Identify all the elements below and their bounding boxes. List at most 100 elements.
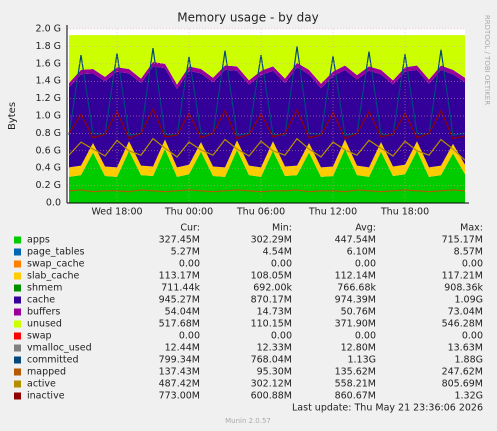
legend-swatch bbox=[14, 260, 21, 268]
legend-stat: 517.68M bbox=[159, 319, 200, 330]
legend-label: swap_cache bbox=[27, 259, 85, 270]
x-tick-label: Thu 06:00 bbox=[236, 207, 285, 218]
legend-stat: 768.04M bbox=[251, 355, 292, 366]
legend-stat: 974.39M bbox=[335, 295, 376, 306]
legend-stat: 0.00 bbox=[462, 331, 483, 342]
legend-header: Max: bbox=[460, 223, 483, 234]
legend-stat: 12.44M bbox=[165, 343, 200, 354]
stack-area bbox=[69, 149, 465, 203]
legend-swatch bbox=[14, 356, 21, 364]
chart-title: Memory usage - by day bbox=[177, 11, 318, 25]
legend-swatch bbox=[14, 332, 21, 340]
legend-stat: 0.00 bbox=[462, 259, 483, 270]
legend-swatch bbox=[14, 344, 21, 352]
last-update: Last update: Thu May 21 23:36:06 2026 bbox=[292, 403, 483, 414]
legend-stat: 5.27M bbox=[171, 247, 200, 258]
legend-label: slab_cache bbox=[27, 271, 79, 282]
y-tick-label: 1.6 G bbox=[36, 58, 62, 69]
legend-stat: 447.54M bbox=[335, 235, 376, 246]
legend-stat: 302.12M bbox=[251, 379, 292, 390]
legend-stat: 558.21M bbox=[335, 379, 376, 390]
legend-stat: 12.33M bbox=[257, 343, 292, 354]
legend-swatch bbox=[14, 368, 21, 376]
legend-stat: 546.28M bbox=[442, 319, 483, 330]
legend-label: committed bbox=[27, 355, 79, 366]
legend-stat: 1.88G bbox=[454, 355, 483, 366]
legend-label: cache bbox=[27, 295, 55, 306]
legend-stat: 715.17M bbox=[442, 235, 483, 246]
legend-label: swap bbox=[27, 331, 52, 342]
legend-stat: 95.30M bbox=[257, 367, 292, 378]
y-axis-label: Bytes bbox=[7, 102, 18, 130]
legend-swatch bbox=[14, 272, 21, 280]
legend-stat: 1.09G bbox=[454, 295, 483, 306]
legend-header: Avg: bbox=[355, 223, 376, 234]
legend-stat: 12.80M bbox=[341, 343, 376, 354]
y-tick-label: 1.2 G bbox=[36, 93, 62, 104]
legend-stat: 108.05M bbox=[251, 271, 292, 282]
legend-stat: 487.42M bbox=[159, 379, 200, 390]
y-tick-label: 0.4 G bbox=[36, 163, 62, 174]
legend-label: unused bbox=[27, 319, 62, 330]
legend-swatch bbox=[14, 248, 21, 256]
legend-stat: 135.62M bbox=[335, 367, 376, 378]
legend-stat: 117.21M bbox=[442, 271, 483, 282]
legend-stat: 327.45M bbox=[159, 235, 200, 246]
legend-label: buffers bbox=[27, 307, 60, 318]
legend-header: Min: bbox=[272, 223, 292, 234]
legend-swatch bbox=[14, 284, 21, 292]
legend-stat: 860.67M bbox=[335, 391, 376, 402]
footer: Munin 2.0.57 bbox=[225, 417, 271, 425]
legend-stat: 766.68k bbox=[337, 283, 376, 294]
legend-header: Cur: bbox=[180, 223, 200, 234]
legend-stat: 0.00 bbox=[271, 259, 292, 270]
legend-stat: 247.62M bbox=[442, 367, 483, 378]
legend-swatch bbox=[14, 392, 21, 400]
legend-stat: 302.29M bbox=[251, 235, 292, 246]
legend-stat: 8.57M bbox=[454, 247, 483, 258]
stack-area bbox=[69, 35, 465, 85]
stack-area bbox=[69, 139, 465, 177]
legend-stat: 113.17M bbox=[159, 271, 200, 282]
legend-stat: 14.73M bbox=[257, 307, 292, 318]
legend-stat: 50.76M bbox=[341, 307, 376, 318]
legend-stat: 711.44k bbox=[161, 283, 200, 294]
legend-label: shmem bbox=[27, 283, 62, 294]
y-tick-label: 0.6 G bbox=[36, 145, 62, 156]
legend-stat: 945.27M bbox=[159, 295, 200, 306]
legend-stat: 110.15M bbox=[251, 319, 292, 330]
legend-label: active bbox=[27, 379, 56, 390]
watermark: RRDTOOL / TOBI OETIKER bbox=[483, 15, 491, 105]
legend-stat: 1.13G bbox=[347, 355, 376, 366]
legend-stat: 600.88M bbox=[251, 391, 292, 402]
legend-stat: 799.34M bbox=[159, 355, 200, 366]
x-tick-label: Thu 18:00 bbox=[380, 207, 429, 218]
legend-swatch bbox=[14, 308, 21, 316]
y-tick-label: 1.4 G bbox=[36, 76, 62, 87]
legend-label: mapped bbox=[27, 367, 66, 378]
legend-stat: 13.63M bbox=[448, 343, 483, 354]
x-tick-label: Thu 12:00 bbox=[308, 207, 357, 218]
legend-stat: 908.36k bbox=[444, 283, 483, 294]
x-tick-label: Wed 18:00 bbox=[91, 207, 142, 218]
legend-stat: 112.14M bbox=[335, 271, 376, 282]
legend-stat: 54.04M bbox=[165, 307, 200, 318]
legend-stat: 73.04M bbox=[448, 307, 483, 318]
line bbox=[68, 137, 466, 161]
legend-label: vmalloc_used bbox=[27, 343, 92, 354]
legend-stat: 805.69M bbox=[442, 379, 483, 390]
legend-stat: 870.17M bbox=[251, 295, 292, 306]
legend-stat: 137.43M bbox=[159, 367, 200, 378]
legend-stat: 773.00M bbox=[159, 391, 200, 402]
legend-stat: 0.00 bbox=[179, 259, 200, 270]
y-tick-label: 0.2 G bbox=[36, 180, 62, 191]
legend-stat: 4.54M bbox=[263, 247, 292, 258]
legend-swatch bbox=[14, 380, 21, 388]
legend-swatch bbox=[14, 236, 21, 244]
legend-stat: 6.10M bbox=[347, 247, 376, 258]
legend-stat: 0.00 bbox=[355, 259, 376, 270]
y-tick-label: 1.0 G bbox=[36, 111, 62, 122]
legend-stat: 1.32G bbox=[454, 391, 483, 402]
legend-stat: 371.90M bbox=[335, 319, 376, 330]
